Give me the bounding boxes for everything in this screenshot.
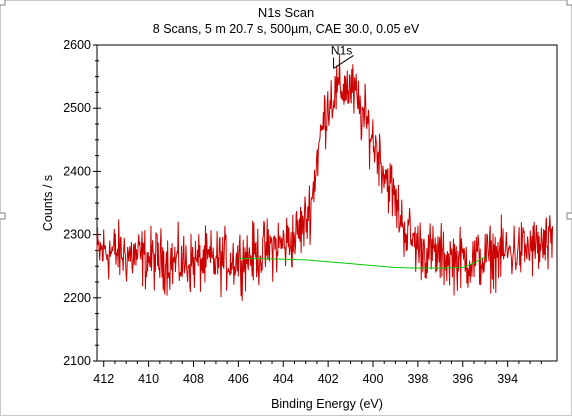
resize-handle-right[interactable] <box>566 212 572 220</box>
y-axis-label: Counts / s <box>41 175 55 231</box>
chart-subtitle: 8 Scans, 5 m 20.7 s, 500µm, CAE 30.0, 0.… <box>153 22 420 36</box>
x-tick-label: 410 <box>138 372 159 386</box>
peak-annotation: N1s <box>331 43 354 69</box>
chart-title: N1s Scan <box>258 5 314 20</box>
background-line <box>238 256 486 269</box>
x-tick-label: 398 <box>407 372 428 386</box>
y-tick-label: 2500 <box>63 101 91 115</box>
x-tick-label: 404 <box>273 372 294 386</box>
series-group <box>96 53 554 301</box>
x-axis-label: Binding Energy (eV) <box>271 397 383 411</box>
x-tick-label: 402 <box>318 372 339 386</box>
plot-area <box>96 44 558 362</box>
x-tick-label: 408 <box>183 372 204 386</box>
x-axis: 412 410 408 406 404 402 400 398 396 394 <box>93 361 542 386</box>
x-tick-label: 400 <box>363 372 384 386</box>
spectrum-line <box>96 53 554 301</box>
y-tick-label: 2400 <box>63 164 91 178</box>
resize-handle-top-left[interactable] <box>0 0 6 6</box>
x-tick-label: 412 <box>93 372 114 386</box>
peak-leader-line <box>333 55 354 69</box>
y-tick-label: 2100 <box>63 354 91 368</box>
x-tick-label: 394 <box>497 372 518 386</box>
resize-handle-top-right[interactable] <box>566 0 572 6</box>
resize-handle-left[interactable] <box>0 212 6 220</box>
x-tick-label: 406 <box>228 372 249 386</box>
y-tick-label: 2300 <box>63 228 91 242</box>
y-tick-label: 2200 <box>63 291 91 305</box>
y-axis: 2100 2200 2300 2400 2500 2600 <box>63 38 101 368</box>
y-tick-label: 2600 <box>63 38 91 52</box>
x-tick-label: 396 <box>452 372 473 386</box>
peak-label: N1s <box>331 43 352 57</box>
